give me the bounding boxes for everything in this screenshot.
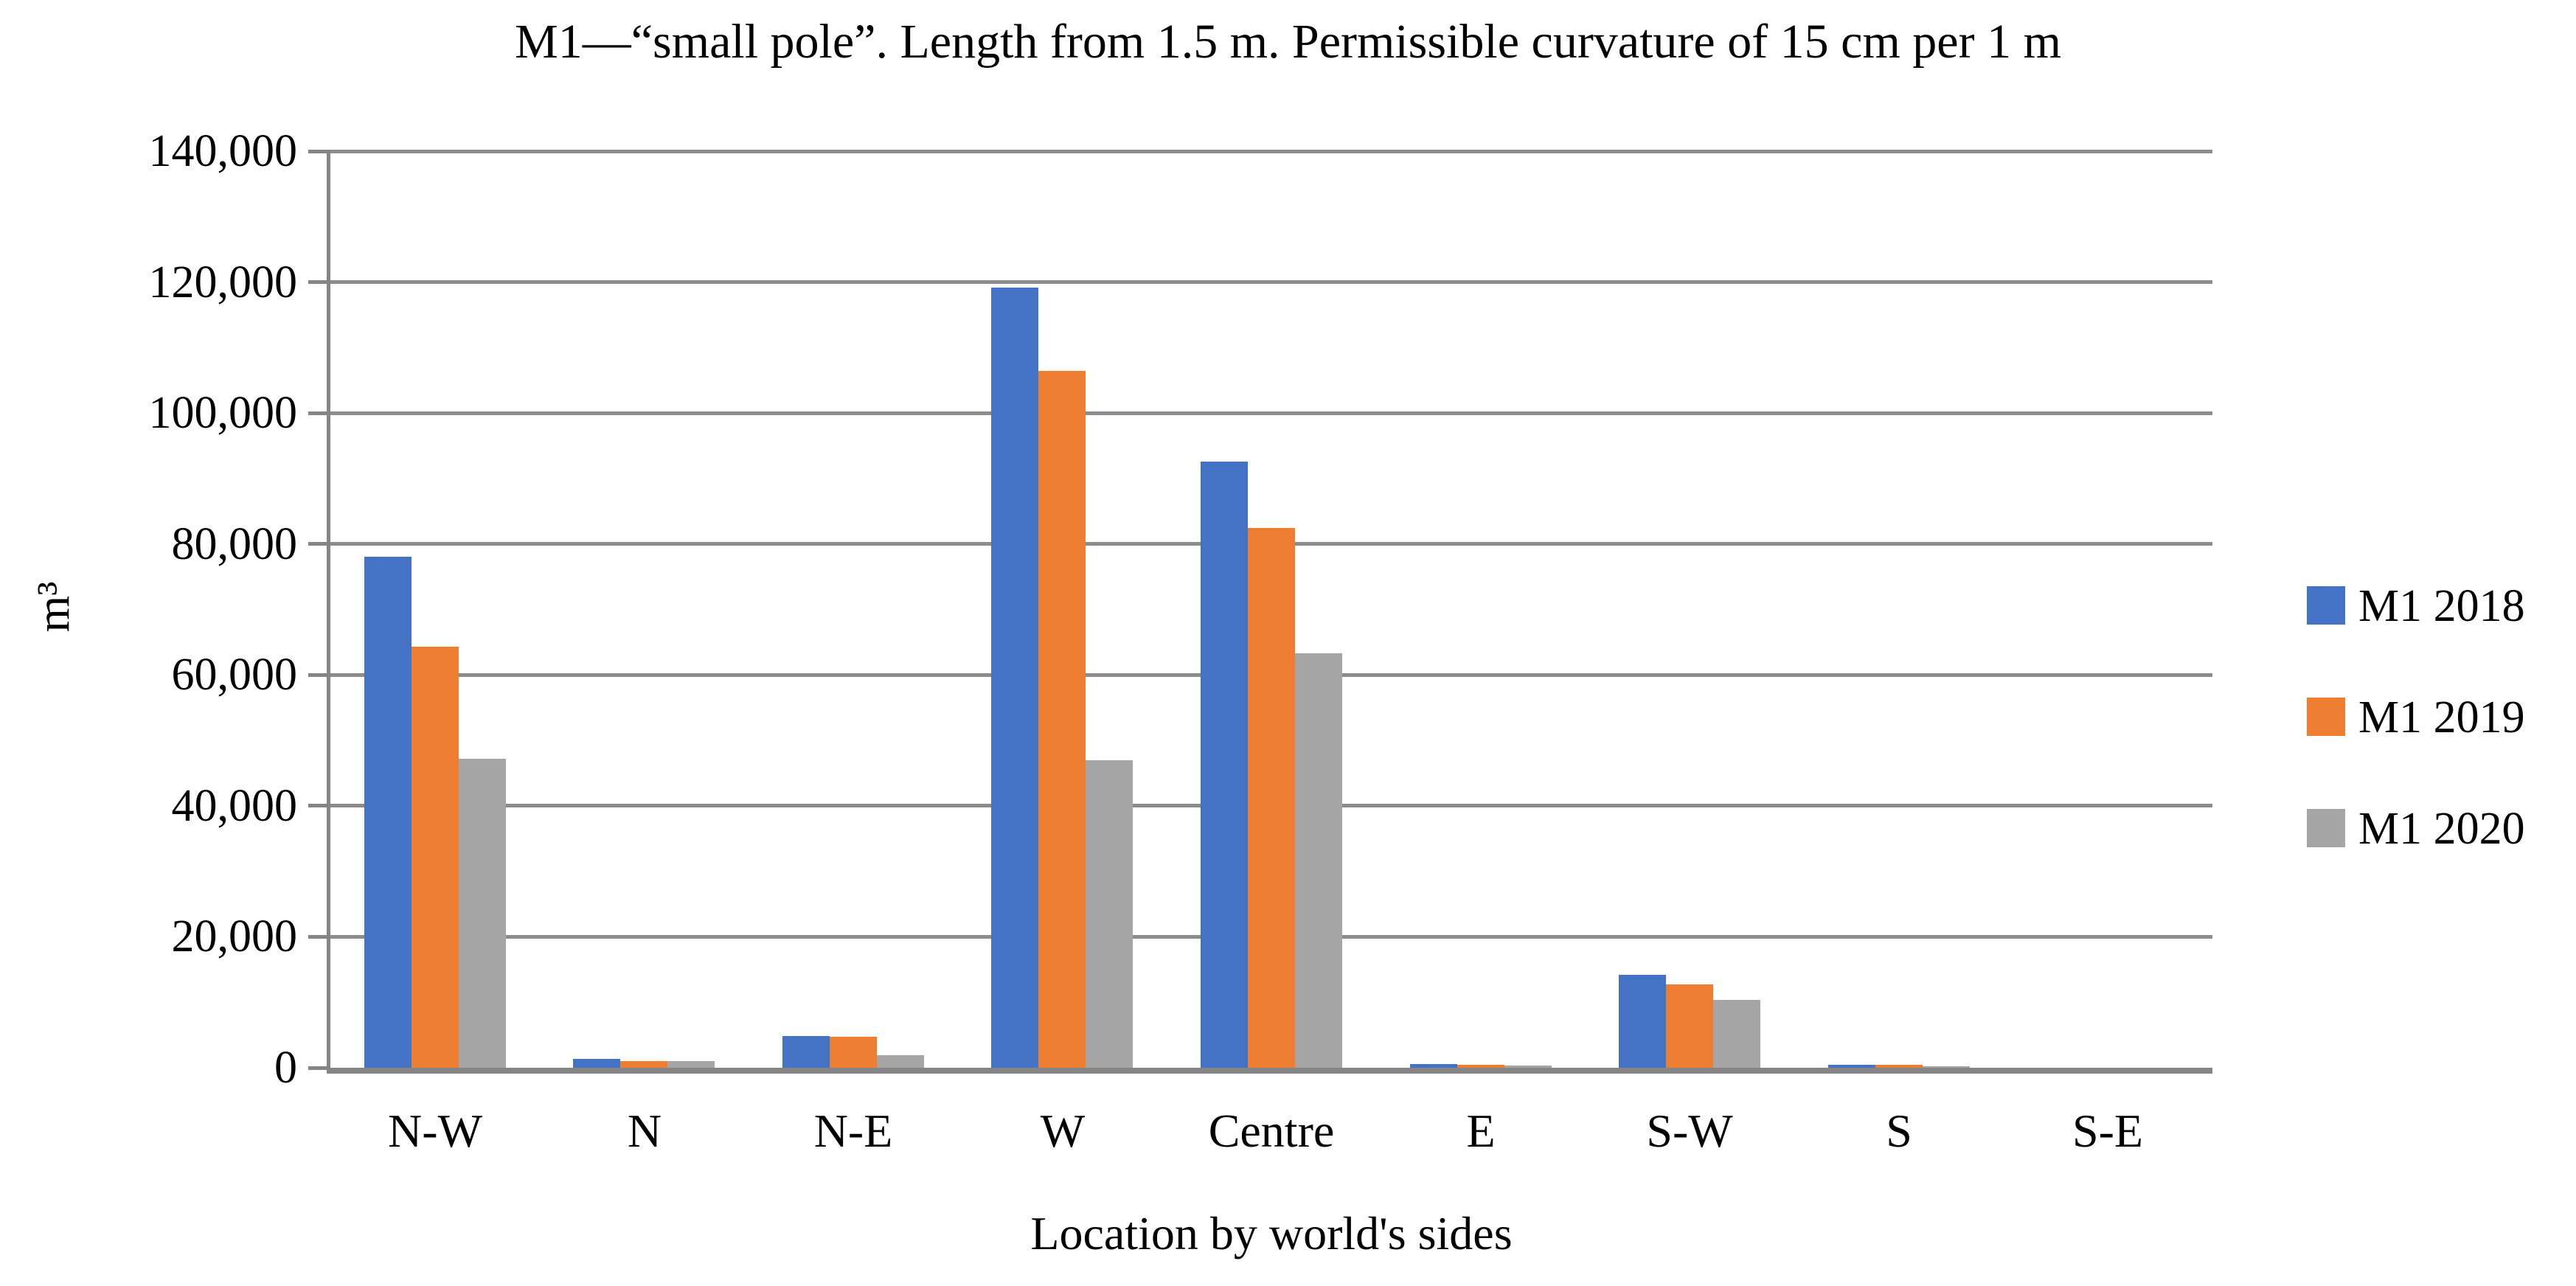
bar-m1-2018-s-w xyxy=(1619,975,1666,1068)
x-category-label: Centre xyxy=(1208,1105,1335,1157)
bar-m1-2018-w xyxy=(991,288,1038,1068)
bar-m1-2020-n-w xyxy=(459,759,506,1068)
bar-m1-2018-s xyxy=(1828,1065,1875,1068)
y-tick-label: 20,000 xyxy=(171,911,298,962)
bar-m1-2020-centre xyxy=(1295,653,1342,1068)
y-tick-label: 80,000 xyxy=(171,518,298,569)
x-category-label: S-E xyxy=(2072,1105,2143,1157)
bar-m1-2020-e xyxy=(1504,1066,1552,1068)
legend-swatch-m1-2020 xyxy=(2307,809,2345,847)
x-axis-line xyxy=(330,1068,2212,1074)
gridline xyxy=(330,411,2212,415)
y-axis-tick xyxy=(308,672,330,677)
y-axis-tick xyxy=(308,280,330,285)
x-category-label: S-W xyxy=(1646,1105,1733,1157)
y-axis-tick xyxy=(308,1066,330,1070)
x-category-label: N-W xyxy=(388,1105,482,1157)
bar-m1-2020-s xyxy=(1923,1066,1970,1068)
bar-m1-2020-n xyxy=(667,1061,715,1068)
bar-m1-2019-n-w xyxy=(412,647,459,1068)
bar-m1-2018-e xyxy=(1410,1064,1457,1068)
legend-label-m1-2018: M1 2018 xyxy=(2358,581,2525,631)
x-category-label: N xyxy=(627,1105,662,1157)
legend-label-m1-2020: M1 2020 xyxy=(2358,804,2525,854)
y-tick-label: 60,000 xyxy=(171,650,298,701)
y-axis-tick xyxy=(308,149,330,153)
y-axis-tick xyxy=(308,934,330,939)
x-category-label: W xyxy=(1040,1105,1086,1157)
legend-label-m1-2019: M1 2019 xyxy=(2358,692,2525,743)
bar-m1-2020-n-e xyxy=(877,1055,924,1068)
bar-m1-2018-n-w xyxy=(364,557,412,1068)
y-tick-label: 0 xyxy=(274,1043,297,1093)
bar-m1-2018-n xyxy=(573,1059,620,1068)
bar-m1-2019-n-e xyxy=(830,1037,877,1068)
y-axis-tick xyxy=(308,804,330,808)
bar-m1-2019-n xyxy=(620,1061,667,1068)
bar-m1-2019-e xyxy=(1457,1065,1504,1068)
y-axis-line xyxy=(327,151,330,1074)
x-category-label: E xyxy=(1466,1105,1496,1157)
chart-title: M1—“small pole”. Length from 1.5 m. Perm… xyxy=(515,15,2061,69)
gridline xyxy=(330,280,2212,285)
y-tick-label: 100,000 xyxy=(148,388,298,439)
legend-swatch-m1-2019 xyxy=(2307,698,2345,736)
bar-m1-2019-s-w xyxy=(1666,984,1713,1068)
y-tick-label: 140,000 xyxy=(148,126,298,176)
bar-m1-2019-s xyxy=(1875,1065,1923,1068)
bar-m1-2019-w xyxy=(1038,371,1086,1068)
bar-m1-2020-s-w xyxy=(1713,1000,1760,1068)
y-axis-tick xyxy=(308,411,330,415)
bar-m1-2019-centre xyxy=(1248,528,1295,1068)
gridline xyxy=(330,149,2212,153)
x-category-label: N-E xyxy=(813,1105,893,1157)
y-axis-tick xyxy=(308,542,330,546)
y-tick-label: 120,000 xyxy=(148,257,298,307)
legend-swatch-m1-2018 xyxy=(2307,586,2345,625)
bar-m1-2018-n-e xyxy=(782,1036,830,1068)
bar-m1-2018-centre xyxy=(1201,462,1248,1068)
x-category-label: S xyxy=(1886,1105,1912,1157)
bar-m1-2020-w xyxy=(1086,760,1133,1068)
y-tick-label: 40,000 xyxy=(171,780,298,831)
x-axis-title: Location by world's sides xyxy=(1030,1207,1513,1259)
